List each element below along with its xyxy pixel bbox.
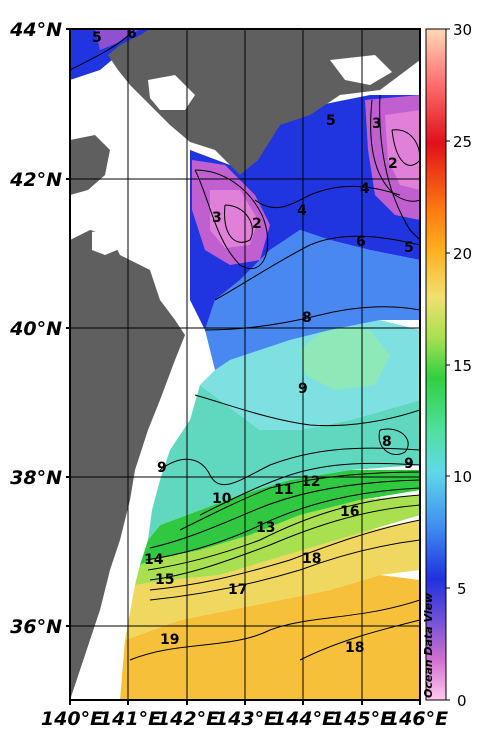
- lat-labels: 44°N 42°N 40°N 38°N 36°N: [9, 19, 62, 638]
- sst-band-18: [125, 520, 420, 640]
- lon-label: 143°E: [215, 708, 277, 730]
- contour-lines: [70, 29, 420, 661]
- contour-label: 15: [155, 572, 174, 588]
- lat-label: 36°N: [10, 616, 62, 638]
- lon-label: 142°E: [157, 708, 219, 730]
- colorbar-tick-label: 5: [457, 580, 467, 598]
- contour-label: 18: [302, 551, 321, 567]
- colorbar-tick-label: 20: [453, 245, 472, 263]
- contour-label: 16: [340, 504, 359, 520]
- contour-label: 8: [382, 434, 392, 450]
- lon-label: 146°E: [386, 708, 448, 730]
- lon-label: 144°E: [273, 708, 335, 730]
- contour-label: 4: [297, 203, 307, 219]
- colorbar-tick-label: 25: [453, 133, 472, 151]
- contour-11: [199, 462, 420, 516]
- sst-cold-core-west: [210, 190, 258, 248]
- contour-label: 4: [360, 181, 370, 197]
- colorbar: 30 25 20 15 10 5 0: [425, 21, 472, 710]
- sst-band-10: [148, 385, 420, 540]
- lat-label: 42°N: [9, 169, 62, 191]
- contour-label: 5: [404, 240, 414, 256]
- contour-label: 9: [157, 460, 167, 476]
- contour-label: 9: [404, 456, 414, 472]
- contour-label: 3: [212, 210, 222, 226]
- lon-labels: 140°E 141°E 142°E 143°E 144°E 145°E 146°…: [41, 708, 448, 730]
- contour-label: 11: [274, 482, 293, 498]
- contour-17: [149, 519, 420, 591]
- lon-label: 141°E: [99, 708, 161, 730]
- sst-band-13: [140, 470, 420, 565]
- contour-label: 17: [228, 582, 247, 598]
- contour-9: [194, 394, 420, 427]
- contour-label: 5: [326, 113, 336, 129]
- watermark: Ocean Data View: [422, 592, 435, 698]
- contour-16: [149, 504, 420, 581]
- contour-5: [379, 94, 420, 241]
- contour-18b: [299, 619, 420, 661]
- contour-5-top: [70, 29, 136, 71]
- contour-19: [129, 599, 420, 661]
- lon-label: 145°E: [331, 708, 393, 730]
- contour-label: 14: [144, 552, 164, 568]
- colorbar-tick-label: 30: [453, 21, 472, 39]
- lon-label: 140°E: [41, 708, 103, 730]
- contour-14: [145, 487, 420, 561]
- contour-label: 13: [256, 520, 275, 536]
- contour-2-west: [224, 204, 253, 243]
- grid: [70, 29, 420, 700]
- colorbar-tick-label: 15: [453, 357, 472, 375]
- land-oshima: [70, 135, 110, 195]
- frame-ticks: [66, 28, 421, 705]
- contour-label: 8: [302, 310, 312, 326]
- contour-label: 6: [127, 26, 137, 42]
- contour-label: 6: [356, 234, 366, 250]
- contour-label: 18: [345, 640, 364, 656]
- lat-label: 38°N: [10, 467, 62, 489]
- contour-12: [179, 471, 420, 531]
- lat-label: 40°N: [9, 318, 62, 340]
- sst-warm-eddy: [300, 325, 390, 390]
- sst-japan-sea-cold: [95, 29, 140, 50]
- contour-4: [254, 185, 401, 209]
- inlet-tsugaru: [70, 198, 180, 255]
- inlet-uchiura: [148, 75, 195, 110]
- contour-18: [149, 539, 420, 601]
- colorbar-tick-label: 0: [457, 692, 467, 710]
- inlets: [70, 55, 392, 255]
- sst-band-6: [205, 230, 420, 370]
- lat-label: 44°N: [9, 19, 62, 41]
- contour-8: [204, 306, 420, 331]
- contour-label: 5: [92, 30, 102, 46]
- contour-label: 12: [301, 474, 320, 490]
- contour-label: 19: [160, 632, 179, 648]
- contour-15: [147, 494, 420, 571]
- contour-label: 2: [388, 156, 398, 172]
- inlet-east-hokkaido: [330, 55, 392, 85]
- contour-3-east: [370, 99, 420, 202]
- sst-band-19: [120, 575, 420, 700]
- contour-label: 10: [212, 491, 232, 507]
- contour-6: [214, 235, 420, 301]
- contour-8-eddy: [378, 428, 409, 455]
- contour-label: 2: [252, 216, 262, 232]
- contour-3-west: [194, 169, 269, 269]
- contour-label: 3: [372, 116, 382, 132]
- colorbar-tick-label: 10: [453, 468, 472, 486]
